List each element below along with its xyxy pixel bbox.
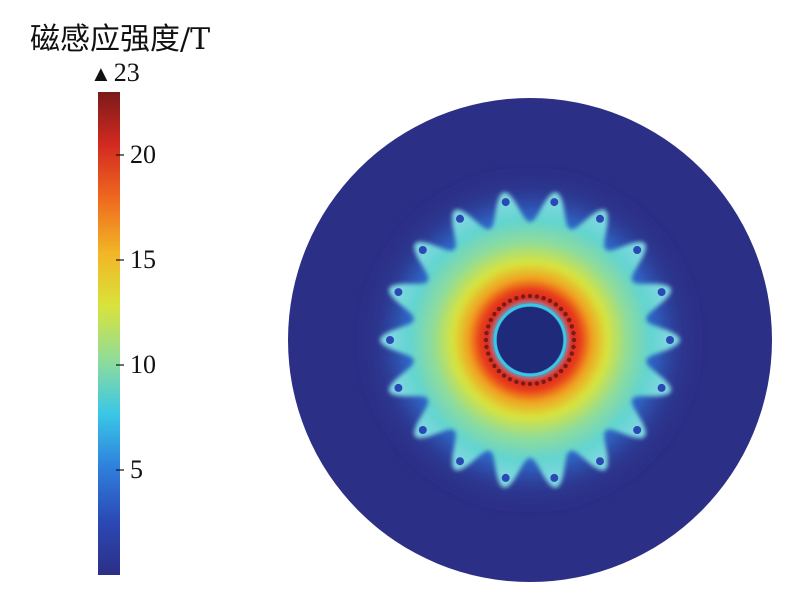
peak-ring-mark: [569, 324, 574, 329]
peak-ring-mark: [553, 302, 559, 307]
peak-ring-mark: [541, 296, 546, 301]
peak-ring-mark: [571, 344, 576, 350]
peak-ring-mark: [488, 317, 493, 323]
triangle-up-icon: ▲: [90, 61, 112, 86]
peak-ring-mark: [507, 298, 513, 303]
tooth-tip-mark: [633, 426, 642, 434]
tooth-tip-mark: [657, 288, 666, 297]
peak-ring-mark: [496, 368, 502, 374]
colorbar-max-value: 23: [113, 58, 140, 87]
peak-ring-mark: [571, 337, 577, 343]
peak-ring-mark: [553, 373, 559, 378]
peak-ring-mark: [483, 337, 489, 343]
tooth-tip-mark: [456, 457, 464, 466]
tooth-tip-mark: [501, 198, 510, 207]
tooth-tip-mark: [456, 214, 464, 223]
tooth-tip-mark: [418, 246, 427, 254]
peak-ring-mark: [569, 351, 574, 356]
peak-ring-mark: [563, 363, 568, 369]
peak-ring-mark: [492, 311, 497, 317]
tooth-tip-mark: [550, 473, 559, 482]
tooth-tip-mark: [418, 426, 427, 434]
colorbar-tick-label: 10: [130, 350, 156, 379]
tooth-tip-mark: [596, 214, 604, 223]
tooth-tip-mark: [501, 473, 510, 482]
peak-ring-mark: [558, 368, 564, 374]
peak-ring-mark: [488, 357, 493, 363]
peak-ring-mark: [501, 373, 507, 378]
colorbar-ticks: [116, 154, 124, 471]
peak-ring-mark: [541, 379, 546, 384]
tooth-tip-mark: [657, 383, 666, 392]
colorbar-max-label: ▲23: [90, 58, 140, 88]
peak-ring-mark: [520, 381, 526, 386]
peak-ring-mark: [492, 363, 497, 369]
peak-ring-mark: [571, 330, 576, 336]
tooth-tip-mark: [633, 246, 642, 254]
peak-ring-mark: [520, 294, 526, 299]
peak-ring-mark: [534, 294, 540, 299]
colorbar-tick-label: 15: [130, 245, 156, 274]
tooth-tip-marks: [386, 198, 674, 482]
peak-ring-mark: [501, 302, 507, 307]
peak-ring-mark: [563, 311, 568, 317]
peak-ring-mark: [486, 351, 491, 356]
peak-ring-mark: [567, 357, 572, 363]
peak-ring-mark: [484, 344, 489, 350]
tooth-tip-mark: [550, 198, 559, 207]
tooth-tip-mark: [666, 336, 674, 344]
inner-hole-edge: [493, 303, 567, 377]
peak-ring-mark: [486, 324, 491, 329]
tooth-tip-mark: [394, 383, 403, 392]
colorbar-label: 磁感应强度/T: [30, 22, 211, 57]
peak-ring-mark: [484, 330, 489, 336]
peak-ring-mark: [496, 306, 502, 312]
peak-ring-mark: [567, 317, 572, 323]
colorbar: [98, 92, 120, 575]
peak-ring-mark: [507, 377, 513, 382]
peak-ring-mark: [527, 293, 533, 299]
peak-ring-mark: [527, 381, 533, 387]
tooth-tip-mark: [394, 288, 403, 297]
tooth-tip-mark: [386, 336, 394, 344]
peak-ring-mark: [547, 377, 553, 382]
peak-ring-mark: [547, 298, 553, 303]
peak-ring-mark: [514, 379, 519, 384]
peak-ring-mark: [558, 306, 564, 312]
peak-ring-marks: [483, 293, 577, 387]
tooth-tip-mark: [596, 457, 604, 466]
peak-ring-mark: [534, 381, 540, 386]
inner-hole: [497, 307, 563, 373]
colorbar-tick-label: 5: [130, 455, 143, 484]
colorbar-tick-label: 20: [130, 140, 156, 169]
peak-ring-mark: [514, 296, 519, 301]
